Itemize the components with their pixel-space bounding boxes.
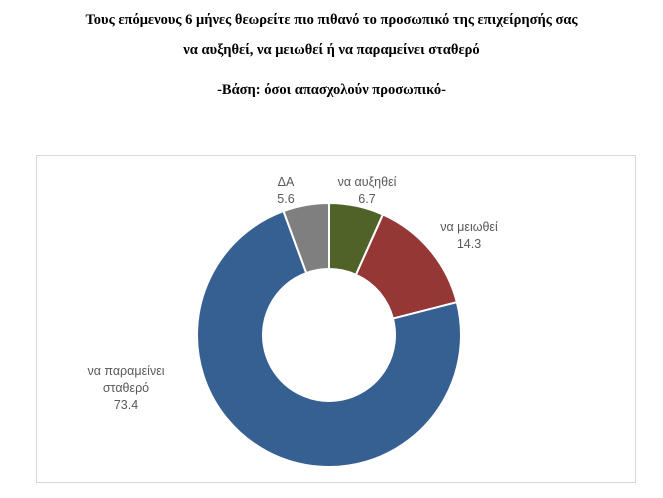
chart-subtitle: -Βάση: όσοι απασχολούν προσωπικό-	[217, 82, 446, 98]
slice-4	[282, 201, 330, 275]
chart-title-line-2: να αυξηθεί, να μειωθεί ή να παραμείνει σ…	[183, 42, 480, 58]
slice-label-3: να παραμείνει σταθερό 73.4	[87, 364, 164, 412]
slice-3	[196, 209, 462, 468]
chart-title-line-1: Τους επόμενους 6 μήνες θεωρείτε πιο πιθα…	[85, 12, 578, 28]
slice-label-2: να μειωθεί 14.3	[440, 220, 498, 251]
doughnut-chart: να αυξηθεί 6.7 να μειωθεί 14.3 να παραμείνει…	[87, 175, 498, 468]
slice-label-1: να αυξηθεί 6.7	[338, 175, 397, 206]
chart-frame: να αυξηθεί 6.7 να μειωθεί 14.3 να παραμείνει…	[36, 155, 636, 483]
slice-label-4: ΔΑ 5.6	[277, 175, 295, 206]
